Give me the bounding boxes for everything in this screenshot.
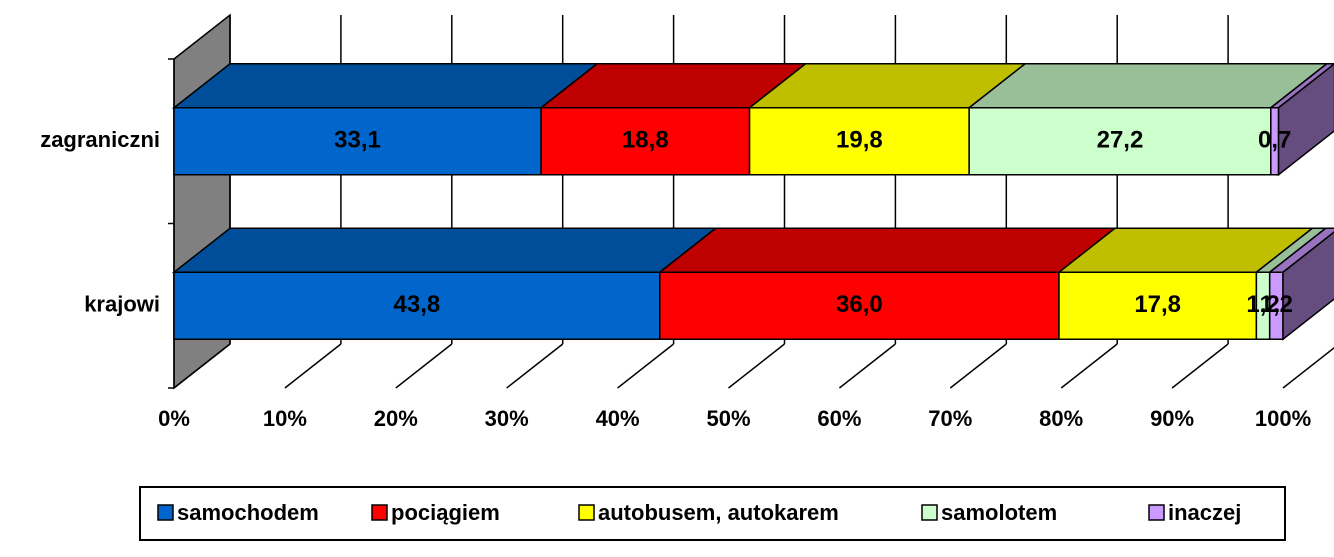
floor-line — [1282, 346, 1334, 389]
floor-line — [284, 343, 342, 389]
bar-top — [657, 227, 1118, 273]
x-tick-label: 50% — [706, 406, 750, 431]
value-label: 43,8 — [394, 291, 441, 318]
bar — [173, 271, 661, 340]
bar-top — [171, 63, 600, 109]
bar — [968, 107, 1272, 176]
x-tick-label: 60% — [817, 406, 861, 431]
y-tick-label: krajowi — [84, 292, 160, 317]
floor-line — [617, 343, 675, 389]
bar-side — [1277, 63, 1334, 177]
legend-swatch — [371, 504, 388, 521]
bar-side — [1282, 231, 1334, 341]
floor-line — [838, 343, 896, 389]
legend-swatch — [1148, 504, 1165, 521]
floor-line — [506, 343, 564, 389]
floor-line — [1171, 343, 1229, 389]
legend-label: samochodem — [177, 500, 319, 525]
x-tick-label: 20% — [374, 406, 418, 431]
floor-line — [173, 343, 231, 389]
x-tick-label: 90% — [1150, 406, 1194, 431]
floor-line — [728, 343, 785, 389]
value-label: 19,8 — [836, 127, 883, 154]
value-label: 1,2 — [1246, 291, 1279, 318]
legend-label: samolotem — [941, 500, 1057, 525]
legend-label: inaczej — [1168, 500, 1241, 525]
y-tick-label: zagraniczni — [40, 127, 160, 152]
x-tick-label: 30% — [485, 406, 529, 431]
value-label: 33,1 — [334, 127, 381, 154]
x-tick-label: 40% — [596, 406, 640, 431]
value-label: 27,2 — [1097, 127, 1144, 154]
bar — [173, 107, 542, 176]
floor-line — [949, 343, 1007, 389]
bar — [1058, 271, 1258, 340]
x-tick-label: 10% — [263, 406, 307, 431]
x-tick-label: 100% — [1255, 406, 1311, 431]
legend-label: autobusem, autokarem — [598, 500, 839, 525]
value-label: 18,8 — [622, 127, 669, 154]
value-label: 1,2 — [1260, 291, 1293, 318]
bar — [658, 271, 1060, 340]
floor-line — [1060, 343, 1118, 389]
value-label: 17,8 — [1134, 291, 1181, 318]
x-tick-label: 80% — [1039, 406, 1083, 431]
value-label: 36,0 — [836, 291, 883, 318]
bar — [748, 107, 970, 176]
floor-line — [395, 343, 453, 389]
legend-swatch — [157, 504, 174, 521]
bar-top — [966, 63, 1329, 109]
legend-box — [139, 486, 1286, 541]
legend-label: pociągiem — [391, 500, 500, 525]
x-tick-label: 70% — [928, 406, 972, 431]
legend-swatch — [578, 504, 595, 521]
x-tick-label: 0% — [158, 406, 190, 431]
legend-swatch — [921, 504, 938, 521]
bar — [540, 107, 751, 176]
bar-top — [171, 227, 718, 273]
value-label: 0,7 — [1258, 127, 1291, 154]
